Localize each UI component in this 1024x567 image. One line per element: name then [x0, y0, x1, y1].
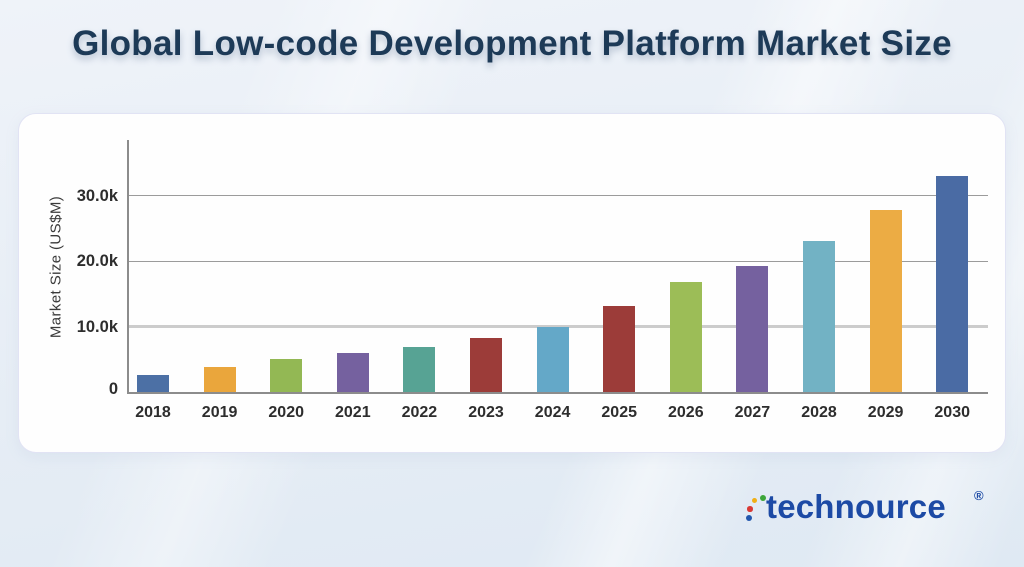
bar-2030: [936, 175, 969, 392]
y-axis-ticks: 0 10.0k 20.0k 30.0k: [19, 140, 118, 399]
y-tick-20.0k: 20.0k: [76, 252, 118, 270]
bar-2023: [470, 338, 502, 392]
registered-trademark-icon: ®: [974, 488, 984, 503]
x-label-2027: 2027: [734, 404, 771, 421]
x-label-2024: 2024: [534, 404, 571, 421]
bar-2025: [603, 306, 636, 392]
bar-2029: [869, 209, 902, 392]
logo-dot-yellow-icon: [752, 498, 757, 503]
logo-dot-blue-icon: [746, 515, 752, 521]
logo-dot-green-icon: [760, 495, 766, 501]
bar-2028: [803, 241, 835, 392]
plot-area: 2018 2019 2020 2021 2022 2023 2024 2025 2026 2027…: [127, 140, 988, 421]
chart-card: Market Size (US$M) 0 10.0k 20.0k 30.0k 2018…: [18, 113, 1006, 453]
x-label-2021: 2021: [335, 404, 371, 421]
bar-2020: [270, 358, 303, 392]
bar-2027: [736, 265, 769, 392]
x-label-2028: 2028: [801, 404, 837, 421]
gridline-30.0k: [129, 195, 988, 196]
y-tick-30.0k: 30.0k: [76, 186, 118, 205]
y-tick-10.0k: 10.0k: [76, 317, 118, 336]
x-label-2023: 2023: [468, 404, 504, 421]
x-label-2025: 2025: [601, 404, 637, 421]
y-tick-0: 0: [108, 380, 118, 398]
x-label-2029: 2029: [867, 404, 904, 421]
bar-2019: [203, 367, 236, 392]
bar-2021: [336, 352, 369, 392]
x-label-2018: 2018: [135, 404, 171, 421]
x-label-2026: 2026: [668, 404, 704, 421]
technource-logo: technource ®: [742, 486, 1002, 536]
bar-2022: [403, 346, 436, 392]
x-label-2030: 2030: [934, 404, 970, 421]
bar-2024: [536, 326, 569, 392]
gridline-20.0k: [129, 260, 988, 262]
x-label-2022: 2022: [401, 404, 438, 421]
page-title: Global Low-code Development Platform Mar…: [72, 24, 952, 63]
x-label-2019: 2019: [201, 404, 238, 421]
x-label-2020: 2020: [268, 404, 304, 421]
logo-wordmark: technource: [766, 488, 946, 525]
bar-2026: [669, 281, 702, 392]
logo-dot-red-icon: [747, 506, 753, 512]
bar-2018: [137, 374, 169, 392]
